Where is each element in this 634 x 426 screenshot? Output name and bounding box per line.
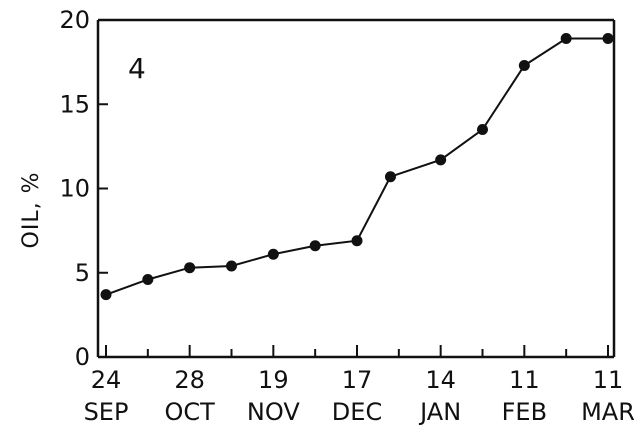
y-tick-label: 5 xyxy=(75,259,90,287)
y-axis-title: OIL, % xyxy=(19,172,44,249)
y-tick-label: 20 xyxy=(59,6,90,34)
y-tick-label: 0 xyxy=(75,343,90,371)
y-axis-ticks: 0 5 10 15 20 xyxy=(59,6,108,371)
x-axis-ticks: 24 SEP 28 OCT 19 NOV 17 DEC 14 JAN 11 FEB 11 MAR xyxy=(84,345,634,426)
data-point xyxy=(435,154,447,166)
x-tick-day: 17 xyxy=(342,366,373,394)
x-tick-month: SEP xyxy=(84,398,129,426)
data-point xyxy=(226,260,237,272)
y-tick-label: 15 xyxy=(59,90,90,118)
x-tick-month: NOV xyxy=(247,398,300,426)
series-group xyxy=(100,33,614,301)
data-point xyxy=(100,289,112,301)
data-point xyxy=(184,262,196,274)
data-point xyxy=(518,59,530,71)
x-tick-day: 28 xyxy=(174,366,205,394)
series-line xyxy=(105,37,608,296)
x-tick-month: JAN xyxy=(418,398,461,426)
data-point xyxy=(351,235,363,247)
x-tick-day: 24 xyxy=(91,366,122,394)
x-tick-month: MAR xyxy=(581,398,634,426)
data-point xyxy=(267,248,279,260)
x-tick-day: 11 xyxy=(509,366,540,394)
x-tick-month: OCT xyxy=(165,398,216,426)
data-point xyxy=(560,33,572,45)
x-tick-month: DEC xyxy=(332,398,382,426)
x-tick-day: 14 xyxy=(425,366,456,394)
panel-label: 4 xyxy=(128,52,146,85)
x-tick-month: FEB xyxy=(502,398,547,426)
y-tick-label: 10 xyxy=(59,175,90,203)
axes xyxy=(96,18,616,359)
data-point xyxy=(142,273,154,285)
data-point xyxy=(477,124,488,136)
data-point xyxy=(309,240,321,252)
x-tick-day: 11 xyxy=(593,366,624,394)
data-point xyxy=(384,171,396,183)
data-point xyxy=(602,33,614,45)
x-tick-day: 19 xyxy=(258,366,289,394)
